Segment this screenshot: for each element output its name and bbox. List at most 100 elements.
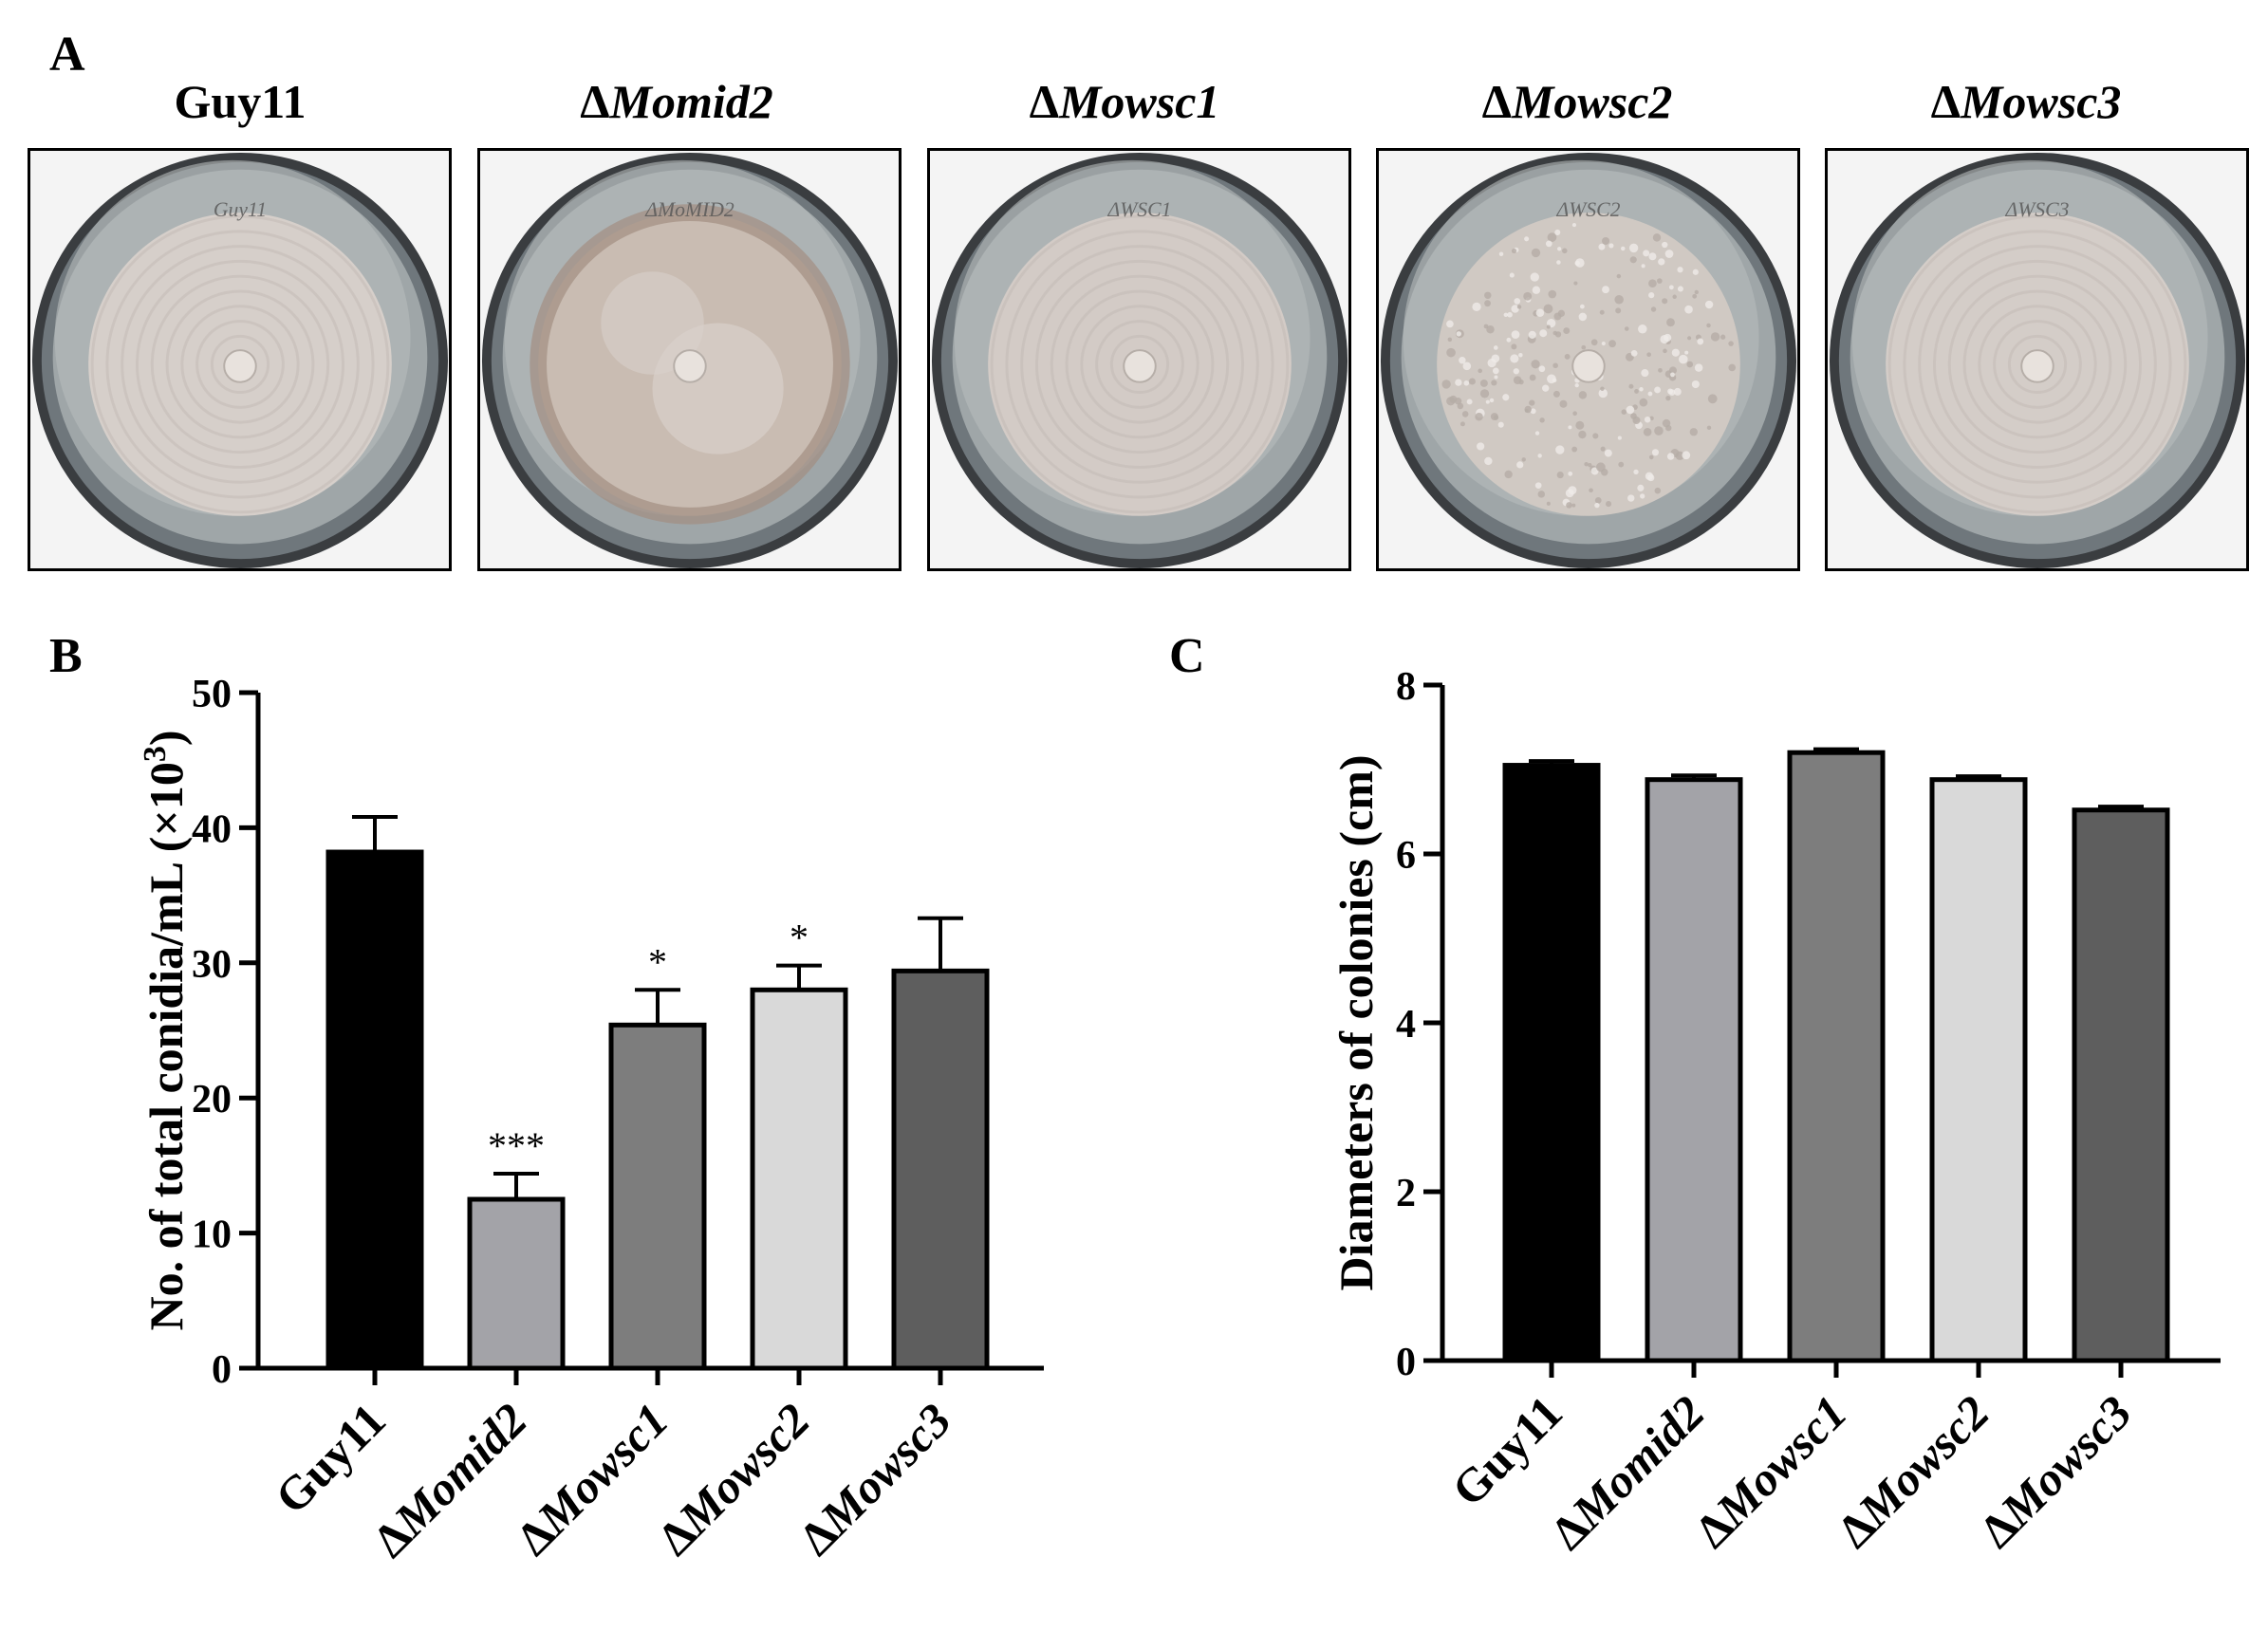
colony-speckle — [1606, 501, 1612, 508]
colony-speckle — [1580, 304, 1585, 309]
colony-speckle — [1459, 357, 1466, 364]
colony-speckle — [1446, 347, 1456, 358]
conidia-bar-chart: 0 10 20 30 40 50 No. of total conidia/mL (×103… — [138, 673, 1044, 1567]
handwritten-label: ΔWSC3 — [2005, 198, 2070, 221]
colony-ring — [195, 320, 285, 409]
chart-c-bar — [1502, 763, 1601, 1363]
colony-patch — [601, 271, 704, 375]
colony-ring — [165, 289, 315, 439]
colony-speckle — [1645, 472, 1654, 481]
colony-speckle — [1692, 269, 1699, 275]
colony-speckle — [1552, 362, 1558, 369]
handwritten-label: Guy11 — [214, 198, 267, 221]
chart-b-bar — [608, 1022, 707, 1371]
colony-speckle — [1530, 272, 1539, 282]
colony-speckle — [1694, 289, 1699, 295]
colony-speckle — [1511, 330, 1520, 340]
colony-ring — [1005, 230, 1274, 499]
colony-speckle — [1562, 248, 1568, 254]
colony-speckle — [1571, 503, 1576, 508]
chart-b-y-axis-label: No. of total conidia/mL (×103) — [138, 731, 193, 1331]
colony-speckle — [1641, 264, 1645, 269]
colony-speckle — [1578, 391, 1588, 399]
colony-speckle — [1462, 361, 1472, 371]
colony-speckle — [1575, 258, 1585, 268]
colony-speckle — [1648, 279, 1657, 288]
colony-speckle — [1662, 298, 1668, 305]
colony-speckle — [1539, 329, 1548, 338]
colony-speckle — [1658, 367, 1663, 373]
colony-speckle — [1641, 369, 1649, 378]
plate-photo-guy11: Guy11 — [28, 148, 452, 571]
colony-speckle — [1578, 312, 1588, 322]
colony-speckle — [1524, 236, 1530, 242]
colony-speckle — [1728, 363, 1737, 372]
colony-speckle — [1692, 293, 1698, 299]
colony-speckle — [1516, 305, 1522, 309]
colony-speckle — [1677, 267, 1683, 273]
colony-speckle — [1628, 243, 1639, 253]
chart-b-significance-label: * — [790, 917, 809, 959]
colony-speckle — [1706, 323, 1711, 328]
chart-b-x-tick-label: Guy11 — [265, 1393, 396, 1524]
colony-ring — [1095, 320, 1184, 409]
colony-speckle — [1518, 379, 1524, 385]
colony-speckle — [1624, 326, 1629, 331]
colony-speckle — [1654, 487, 1662, 494]
colony-speckle — [1534, 482, 1542, 489]
colony-speckle — [1706, 425, 1712, 431]
colony-speckle — [1545, 240, 1552, 248]
inoculation-plug — [673, 349, 707, 383]
colony-speckle — [1546, 324, 1551, 329]
colony-speckle — [1654, 426, 1664, 436]
panel-a-label: A — [49, 28, 85, 82]
colony-speckle — [1556, 471, 1564, 479]
colony-speckle — [1656, 278, 1663, 284]
colony-speckle — [1663, 348, 1667, 354]
chart-b-bar — [891, 968, 990, 1371]
colony-speckle — [1594, 502, 1600, 509]
colony-speckle — [1694, 363, 1703, 372]
plate-title-momid2: ΔMomid2 — [580, 75, 773, 128]
colony-speckle — [1507, 311, 1513, 318]
colony-speckle — [1518, 352, 1523, 358]
colony-speckle — [1677, 286, 1683, 292]
colony-speckle — [1626, 405, 1635, 415]
colony-speckle — [1584, 461, 1589, 467]
colony-speckle — [1463, 380, 1470, 386]
colony-speckle — [1720, 334, 1726, 340]
colony-speckle — [1455, 379, 1462, 386]
handwritten-label: ΔWSC1 — [1107, 198, 1172, 221]
colony-speckle — [1573, 281, 1578, 286]
chart-b-bar — [325, 849, 424, 1371]
colony-ring — [210, 334, 270, 395]
chart-c-y-tick-label: 4 — [1396, 1003, 1416, 1047]
chart-c-x-tick-label: Guy11 — [1441, 1385, 1572, 1516]
chart-c-y-tick-label: 6 — [1396, 834, 1416, 878]
colony-speckle — [1486, 325, 1495, 334]
colony-ring — [1993, 320, 2082, 409]
colony-speckle — [1689, 428, 1698, 436]
colony-speckle — [1572, 411, 1577, 417]
colony-speckle — [1530, 408, 1536, 415]
colony-speckle — [1664, 333, 1672, 343]
colony-speckle — [1554, 229, 1561, 235]
colony-speckle — [1529, 374, 1536, 381]
colony-speckle — [1637, 484, 1645, 491]
chart-b-x-tick-label: ΔMomid2 — [363, 1393, 537, 1567]
colony-speckle — [1557, 247, 1562, 251]
colony-speckle — [1492, 367, 1499, 375]
colony-speckle — [1491, 380, 1497, 386]
colony-speckle — [1670, 372, 1675, 378]
colony-speckle — [1553, 312, 1562, 321]
inoculation-plug — [223, 349, 257, 383]
colony-speckle — [1590, 339, 1598, 346]
colony-speckle — [1510, 354, 1519, 363]
colony-speckle — [1446, 320, 1454, 328]
colony-speckle — [1648, 454, 1654, 460]
colony-speckle — [1459, 421, 1465, 427]
colony-speckle — [1543, 304, 1553, 314]
colony-speckle — [1608, 243, 1614, 249]
colony-speckle — [1484, 291, 1492, 300]
chart-c-bar — [1787, 750, 1886, 1363]
